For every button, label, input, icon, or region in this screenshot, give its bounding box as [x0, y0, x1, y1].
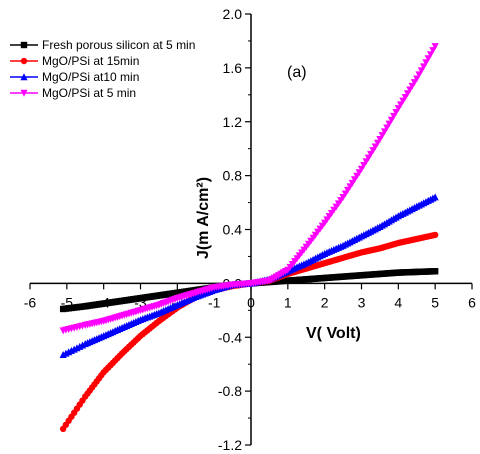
y-tick-label: -0.8	[218, 383, 242, 399]
y-tick-label: 2.0	[223, 6, 243, 22]
x-tick-label: 6	[468, 294, 476, 310]
x-tick-label: 1	[284, 294, 292, 310]
x-tick-label: -6	[24, 294, 37, 310]
legend-label: MgO/PSi at 5 min	[42, 86, 136, 100]
legend-item: MgO/PSi at 5 min	[10, 86, 136, 100]
y-tick-label: -0.4	[218, 329, 242, 345]
legend-marker	[20, 73, 28, 81]
y-tick-label: 1.6	[223, 60, 243, 76]
legend-item: MgO/PSi at 15min	[10, 54, 139, 68]
x-tick-label: 5	[431, 294, 439, 310]
y-tick-label: -1.2	[218, 437, 242, 453]
legend-label: MgO/PSi at10 min	[42, 70, 139, 84]
y-tick-label: 0.8	[223, 168, 243, 184]
x-tick-label: 2	[321, 294, 329, 310]
data-point	[431, 231, 439, 239]
legend-label: Fresh porous silicon at 5 min	[42, 38, 195, 52]
x-tick-label: 4	[394, 294, 402, 310]
legend-marker	[20, 57, 28, 65]
x-tick-label: -1	[208, 294, 221, 310]
data-point	[431, 268, 439, 275]
legend-marker	[20, 41, 28, 49]
y-tick-label: 1.2	[223, 114, 243, 130]
legend-label: MgO/PSi at 15min	[42, 54, 139, 68]
series-mgo-psi-at-5-min	[59, 43, 439, 335]
data-point	[431, 43, 439, 51]
x-tick-label: 0	[247, 294, 255, 310]
data-point	[431, 193, 439, 201]
legend-item: MgO/PSi at10 min	[10, 70, 139, 84]
legend-marker	[20, 89, 28, 97]
y-axis-title: J(m A/cm²)	[195, 177, 212, 259]
x-tick-label: 3	[358, 294, 366, 310]
x-axis-title: V( Volt)	[306, 325, 361, 342]
panel-label: (a)	[287, 64, 307, 81]
legend-item: Fresh porous silicon at 5 min	[10, 38, 195, 52]
legend: Fresh porous silicon at 5 min MgO/PSi at …	[10, 38, 195, 100]
series-layer	[59, 43, 439, 433]
y-tick-label: 0.4	[223, 222, 243, 238]
